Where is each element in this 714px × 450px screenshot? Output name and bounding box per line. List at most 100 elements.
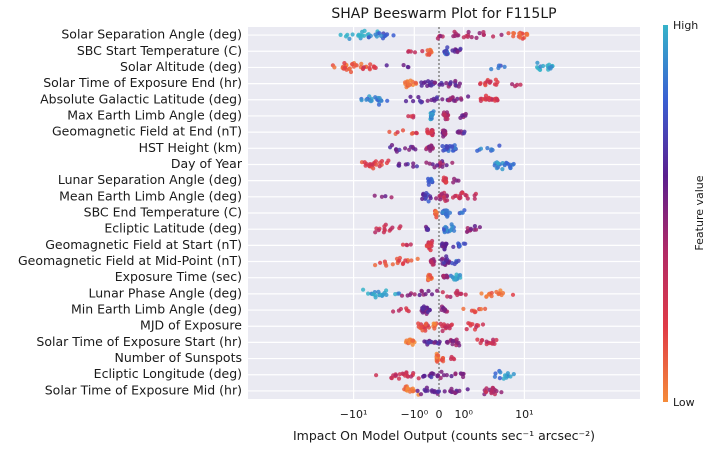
shap-point (456, 340, 461, 345)
shap-point (440, 328, 445, 334)
shap-point (441, 194, 447, 199)
shap-point (434, 196, 439, 201)
shap-point (453, 390, 458, 396)
shap-point (443, 258, 448, 263)
shap-point (366, 35, 371, 40)
shap-point (518, 82, 523, 87)
shap-point (435, 288, 440, 293)
shap-point (429, 292, 435, 297)
shap-point (513, 84, 518, 89)
shap-point (453, 371, 458, 376)
shap-point (477, 225, 482, 230)
shap-point (360, 66, 366, 72)
shap-point (435, 359, 440, 364)
shap-point (499, 32, 504, 38)
shap-point (474, 35, 479, 41)
shap-point (441, 275, 446, 280)
shap-point (500, 291, 506, 296)
shap-point (366, 291, 371, 296)
shap-point (406, 65, 411, 70)
shap-point (410, 338, 416, 343)
shap-point (457, 273, 463, 278)
shap-point (535, 60, 540, 65)
shap-point (472, 193, 477, 198)
shap-point (378, 33, 384, 39)
shap-point (457, 243, 462, 249)
shap-point (428, 248, 433, 253)
shap-point (439, 191, 444, 196)
shap-point (444, 373, 449, 378)
shap-point (450, 275, 455, 280)
shap-point (382, 228, 387, 233)
shap-point (408, 242, 413, 247)
shap-point (452, 33, 458, 39)
feature-label: Number of Sunspots (115, 350, 243, 365)
shap-point (426, 288, 431, 294)
shap-point (426, 199, 431, 204)
shap-point (409, 258, 414, 263)
shap-point (420, 310, 425, 315)
shap-point (371, 166, 376, 171)
shap-point (381, 292, 386, 297)
shap-point (444, 81, 449, 86)
shap-point (373, 95, 378, 100)
shap-point (410, 342, 415, 347)
shap-point (379, 194, 384, 199)
shap-point (480, 322, 486, 327)
shap-point (362, 28, 367, 33)
shap-point (425, 98, 430, 103)
shap-point (460, 113, 465, 118)
shap-point (478, 81, 483, 86)
feature-label: Geomagnetic Field at End (nT) (52, 124, 242, 139)
shap-point (424, 160, 429, 165)
shap-point (497, 143, 502, 148)
shap-point (423, 322, 428, 327)
shap-point (459, 210, 464, 215)
x-tick-label: −10¹ (340, 408, 368, 421)
shap-point (450, 261, 455, 266)
feature-label: Solar Time of Exposure End (hr) (43, 75, 242, 90)
shap-point (411, 164, 416, 169)
shap-point (400, 242, 406, 247)
shap-point (442, 308, 447, 313)
shap-point (423, 388, 428, 394)
shap-point (359, 98, 364, 103)
feature-labels: Solar Separation Angle (deg)SBC Start Te… (18, 27, 243, 398)
shap-point (391, 33, 396, 38)
shap-point (429, 371, 435, 376)
shap-point (420, 307, 425, 312)
shap-point (379, 159, 385, 164)
shap-point (434, 95, 440, 100)
shap-point (449, 374, 454, 379)
shap-point (461, 131, 466, 136)
shap-point (510, 292, 516, 297)
shap-point (483, 306, 488, 311)
shap-point (372, 193, 377, 198)
shap-point (382, 224, 387, 229)
shap-point (452, 357, 457, 362)
shap-point (429, 260, 434, 265)
shap-point (444, 208, 449, 213)
shap-point (419, 288, 424, 293)
shap-point (489, 388, 495, 393)
shap-point (403, 99, 409, 104)
shap-point (518, 35, 523, 40)
shap-point (485, 146, 490, 151)
shap-point (429, 83, 434, 88)
shap-point (338, 32, 343, 38)
shap-point (456, 84, 461, 89)
shap-point (439, 357, 444, 363)
shap-point (399, 293, 405, 298)
shap-point (494, 96, 499, 102)
shap-point (488, 79, 493, 84)
shap-point (443, 212, 448, 217)
shap-point (406, 49, 411, 54)
shap-point (466, 29, 471, 35)
shap-point (445, 52, 450, 57)
shap-point (450, 160, 455, 165)
shap-point (478, 340, 483, 346)
shap-point (409, 114, 414, 119)
shap-point (426, 52, 431, 57)
shap-point (483, 96, 488, 101)
shap-point (403, 80, 408, 85)
